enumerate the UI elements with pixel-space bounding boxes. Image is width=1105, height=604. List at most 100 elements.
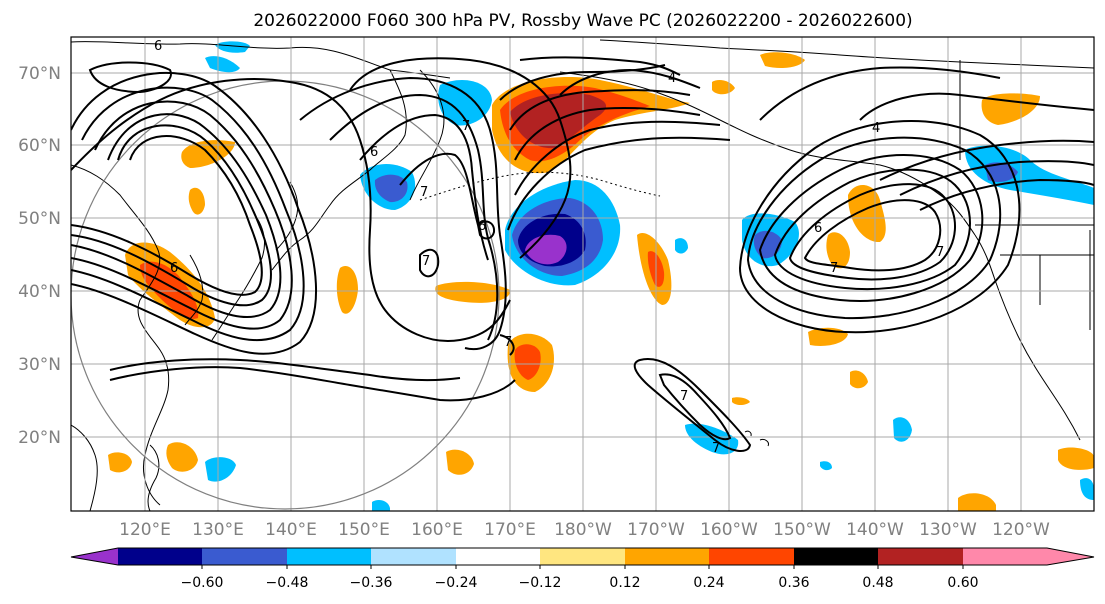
contour-w-2 (71, 124, 272, 307)
lon-label-140w: 140°W (846, 520, 904, 540)
colorbar-outline (70, 547, 1095, 566)
negative-anomaly-gulf-alaska (965, 145, 1094, 205)
contour-n-3 (499, 64, 666, 101)
contour-label-13: 7 (936, 245, 944, 260)
contour-big-3 (109, 358, 461, 382)
colorbar-segment-4 (371, 548, 456, 565)
contour-n-5 (514, 106, 701, 161)
colorbar-tick--0.24: −0.24 (435, 575, 478, 591)
positive-anomaly-small-18 (850, 370, 868, 389)
lat-label-20n: 20°N (18, 428, 61, 448)
lon-label-160e: 160°E (411, 520, 463, 540)
negative-anomaly-small-1 (893, 417, 912, 442)
contour-hawaii-2 (658, 373, 732, 441)
contour-w-6 (71, 71, 318, 355)
contour-label-8: 6 (170, 261, 178, 276)
negative-anomaly-small-4 (215, 41, 250, 53)
contour-misc-4 (88, 61, 172, 94)
negative-anomaly-small-6 (1080, 478, 1094, 500)
positive-anomaly-small-9 (760, 52, 805, 68)
contour-label-11: 7 (830, 261, 838, 276)
contour-ne-2 (899, 160, 1094, 196)
positive-anomaly-small-1 (336, 266, 358, 314)
negative-anomaly-small-8 (820, 461, 832, 471)
positive-anomaly-small-2 (435, 281, 511, 303)
colorbar-tick-0.12: 0.12 (609, 575, 640, 591)
lat-label-50n: 50°N (18, 209, 61, 229)
colorbar-segment-9 (794, 548, 878, 565)
contour-label-10: 6 (814, 221, 822, 236)
longitude-axis: 120°E 130°E 140°E 150°E 160°E 170°E 180°… (119, 520, 1050, 540)
graticule (71, 37, 1094, 511)
contour-n-7 (507, 136, 731, 231)
positive-anomaly-small-17 (958, 493, 996, 511)
positive-anomaly-small-8 (981, 93, 1040, 125)
contour-labels: 6 7 6 7 6 7 7 6 4 6 7 4 7 7 7 (154, 39, 944, 456)
positive-anomaly-small-13 (108, 452, 132, 473)
map-frame (70, 36, 1095, 512)
colorbar-extend-max (963, 548, 1094, 565)
contour-ne-1 (879, 139, 1094, 181)
lon-label-150e: 150°E (338, 520, 390, 540)
contour-n-2 (519, 56, 681, 76)
contour-misc-3 (476, 220, 496, 240)
lon-label-130e: 130°E (192, 520, 244, 540)
lon-label-170e: 170°E (484, 520, 536, 540)
pv-contours (71, 56, 1094, 452)
contour-n-4 (509, 89, 691, 131)
contour-label-15: 7 (680, 389, 688, 404)
contour-c-4 (399, 152, 479, 226)
contour-label-2: 7 (462, 119, 470, 134)
colorbar-tick-0.60: 0.60 (947, 575, 978, 591)
contour-ne-5 (759, 66, 1001, 121)
lat-label-40n: 40°N (18, 282, 61, 302)
colorbar-tick--0.60: −0.60 (181, 575, 224, 591)
contour-label-4: 7 (420, 185, 428, 200)
colorbar-segment-1 (118, 548, 202, 565)
lon-label-140e: 140°E (265, 520, 317, 540)
negative-anomaly-small-7 (372, 500, 390, 511)
contour-w-4 (71, 100, 293, 330)
contour-e-1 (758, 154, 984, 302)
colorbar-ticks (201, 565, 964, 569)
contour-e-2 (773, 168, 971, 291)
contour-label-6: 7 (422, 254, 430, 269)
colorbar: −0.60 −0.48 −0.36 −0.24 −0.12 0.12 0.24 … (70, 547, 1095, 591)
lon-label-130w: 130°W (919, 520, 977, 540)
positive-anomaly-small-3-core (514, 344, 541, 380)
positive-anomaly-small-16 (1058, 447, 1094, 470)
lon-label-120w: 120°W (992, 520, 1050, 540)
contour-e-6 (738, 120, 1021, 334)
figure-title: 2026022000 F060 300 hPa PV, Rossby Wave … (253, 11, 912, 31)
lon-label-150w: 150°W (773, 520, 831, 540)
lat-label-60n: 60°N (18, 136, 61, 156)
contour-c-1 (299, 76, 507, 350)
contour-big-2 (109, 366, 516, 402)
contour-e-4 (803, 199, 942, 272)
lon-label-120e: 120°E (119, 520, 171, 540)
positive-anomaly-small-5 (848, 184, 886, 243)
colorbar-tick--0.48: −0.48 (266, 575, 309, 591)
contour-label-5: 6 (478, 219, 486, 234)
contour-misc-5 (499, 334, 515, 356)
negative-anomaly-kamchatka (438, 80, 492, 126)
latitude-axis: 70°N 60°N 50°N 40°N 30°N 20°N (18, 64, 61, 448)
lon-label-160w: 160°W (700, 520, 758, 540)
map-content: 6 7 6 7 6 7 7 6 4 6 7 4 7 7 7 (71, 37, 1094, 511)
contour-label-7: 7 (504, 335, 512, 350)
colorbar-segment-6 (540, 548, 625, 565)
negative-anomaly-small-3 (675, 238, 688, 254)
contour-misc-2 (419, 248, 440, 278)
colorbar-segment-10 (878, 548, 963, 565)
contour-label-3: 6 (370, 145, 378, 160)
positive-anomaly-small-14 (166, 442, 198, 472)
positive-anomaly-small-12 (188, 187, 205, 215)
contour-e-3 (788, 183, 957, 281)
colorbar-segment-2 (202, 548, 287, 565)
colorbar-segment-7 (625, 548, 709, 565)
colorbar-tick-0.48: 0.48 (862, 575, 893, 591)
colorbar-tick--0.36: −0.36 (350, 575, 393, 591)
contour-label-1: 6 (154, 39, 162, 54)
contour-n-1 (349, 57, 572, 259)
